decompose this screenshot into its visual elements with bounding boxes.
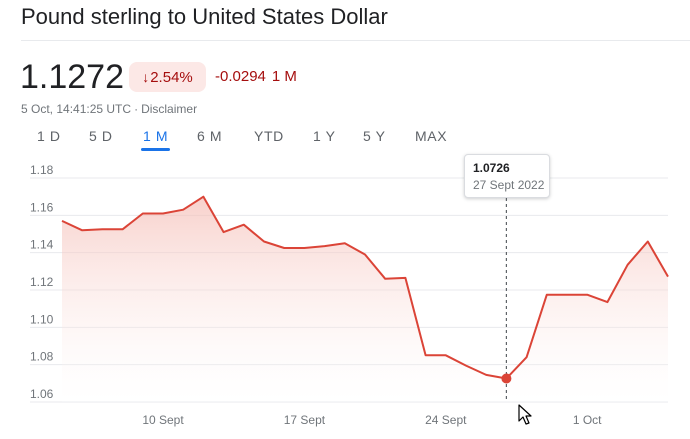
timestamp: 5 Oct, 14:41:25 UTC xyxy=(21,102,132,116)
y-tick-label: 1.06 xyxy=(30,387,54,401)
quote-meta: 5 Oct, 14:41:25 UTC · Disclaimer xyxy=(21,102,197,116)
arrow-down-icon: ↓ xyxy=(142,69,150,85)
header-divider xyxy=(21,40,690,41)
tab-1d[interactable]: 1 D xyxy=(37,128,61,144)
page-title: Pound sterling to United States Dollar xyxy=(21,4,388,29)
y-tick-label: 1.18 xyxy=(30,163,54,177)
tab-1m[interactable]: 1 M xyxy=(140,128,171,151)
x-tick-label: 17 Sept xyxy=(284,413,326,427)
change-period: 1 M xyxy=(271,68,297,85)
y-tick-label: 1.14 xyxy=(30,238,54,252)
change-absolute-group: -0.0294 1 M xyxy=(215,68,297,85)
tab-5y[interactable]: 5 Y xyxy=(363,128,386,144)
tooltip-value: 1.0726 xyxy=(473,161,510,175)
tooltip-date: 27 Sept 2022 xyxy=(473,178,545,192)
disclaimer-link[interactable]: Disclaimer xyxy=(141,102,198,116)
y-tick-label: 1.12 xyxy=(30,275,54,289)
y-tick-label: 1.08 xyxy=(30,350,54,364)
current-price: 1.1272 xyxy=(20,58,124,96)
tab-1y[interactable]: 1 Y xyxy=(313,128,336,144)
tab-5d[interactable]: 5 D xyxy=(89,128,113,144)
change-absolute: -0.0294 xyxy=(215,68,266,85)
tab-max[interactable]: MAX xyxy=(415,128,448,144)
y-tick-label: 1.16 xyxy=(30,200,54,214)
chart-tooltip: 1.0726 27 Sept 2022 xyxy=(464,154,550,198)
tab-6m[interactable]: 6 M xyxy=(197,128,223,144)
x-tick-label: 10 Sept xyxy=(142,413,184,427)
x-tick-label: 1 Oct xyxy=(573,413,602,427)
y-axis-ticks: 1.18 1.16 1.14 1.12 1.10 1.08 1.06 xyxy=(30,163,54,401)
y-tick-label: 1.10 xyxy=(30,312,54,326)
change-percent-badge: ↓2.54% xyxy=(129,62,206,92)
series-line xyxy=(61,195,669,380)
tab-ytd[interactable]: YTD xyxy=(254,128,284,144)
hover-point xyxy=(501,373,512,384)
mouse-pointer-icon xyxy=(518,404,532,425)
change-percent: 2.54% xyxy=(150,69,193,86)
series-area xyxy=(62,196,668,402)
meta-separator: · xyxy=(134,102,139,116)
x-tick-label: 24 Sept xyxy=(425,413,467,427)
x-axis-ticks: 10 Sept 17 Sept 24 Sept 1 Oct xyxy=(142,413,602,427)
range-tabs: 1 D 5 D 1 M 6 M YTD 1 Y 5 Y MAX xyxy=(0,128,690,152)
